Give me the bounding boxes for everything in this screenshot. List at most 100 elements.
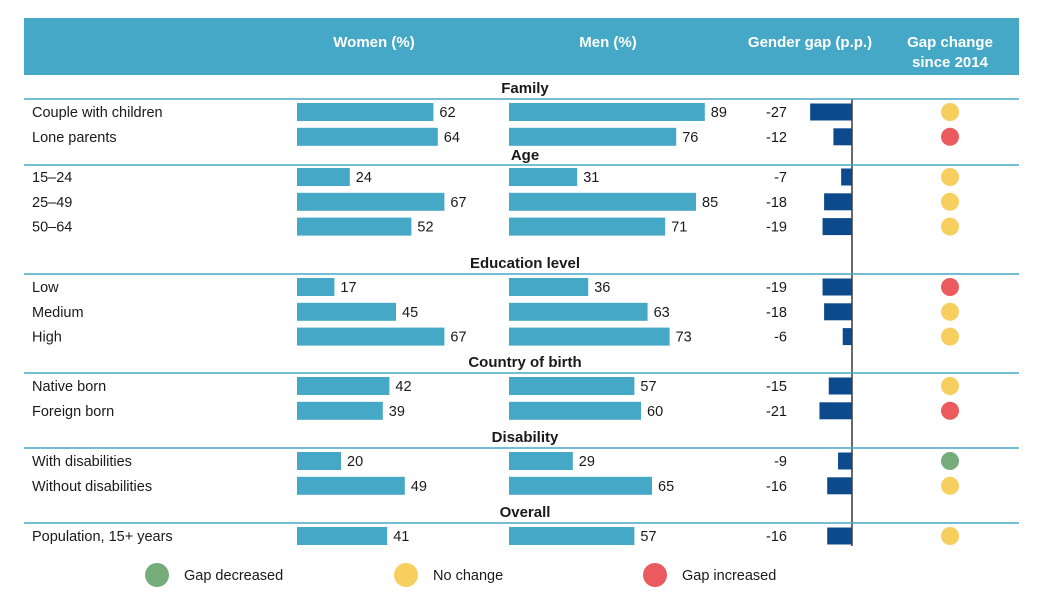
men-bar bbox=[509, 127, 677, 146]
gap-value: -19 bbox=[766, 280, 787, 296]
gap-value: -21 bbox=[766, 404, 787, 420]
women-value: 67 bbox=[450, 330, 466, 346]
gap-bar bbox=[827, 477, 852, 495]
header-gap: Gender gap (p.p.) bbox=[748, 34, 872, 51]
men-bar bbox=[509, 302, 648, 321]
row-label: Without disabilities bbox=[32, 479, 152, 495]
legend-dot bbox=[394, 563, 418, 587]
row-label: Foreign born bbox=[32, 404, 114, 420]
gap-value: -27 bbox=[766, 105, 787, 121]
row-label: Couple with children bbox=[32, 105, 163, 121]
men-value: 89 bbox=[711, 105, 727, 121]
gap-change-dot bbox=[941, 327, 959, 346]
header-change-line1: Gap change bbox=[907, 34, 993, 51]
men-bar bbox=[509, 103, 705, 121]
gap-bar bbox=[841, 168, 852, 186]
women-bar bbox=[297, 377, 390, 395]
gap-change-dot bbox=[941, 103, 959, 121]
men-value: 29 bbox=[579, 454, 595, 470]
gap-change-dot bbox=[941, 192, 959, 211]
men-bar bbox=[509, 192, 696, 211]
men-bar bbox=[509, 278, 589, 296]
legend-dot bbox=[145, 563, 169, 587]
women-value: 64 bbox=[444, 130, 460, 146]
gap-bar bbox=[842, 328, 852, 346]
gap-change-dot bbox=[941, 401, 959, 420]
gap-bar bbox=[824, 303, 852, 321]
gap-change-dot bbox=[941, 127, 959, 146]
gap-change-dot bbox=[941, 217, 959, 236]
group-title: Education level bbox=[470, 255, 580, 272]
women-bar bbox=[297, 476, 405, 495]
gap-change-dot bbox=[941, 168, 959, 186]
gap-bar bbox=[828, 377, 852, 395]
women-bar bbox=[297, 327, 445, 346]
header-change-line2: since 2014 bbox=[912, 54, 989, 71]
gap-bar bbox=[810, 103, 852, 121]
header-men: Men (%) bbox=[579, 34, 637, 51]
row-label: 50–64 bbox=[32, 220, 72, 236]
women-bar bbox=[297, 192, 445, 211]
women-bar bbox=[297, 103, 434, 121]
men-value: 31 bbox=[583, 170, 599, 186]
gap-bar bbox=[822, 218, 852, 236]
gap-bar bbox=[819, 402, 852, 420]
gap-change-dot bbox=[941, 476, 959, 495]
women-value: 41 bbox=[393, 529, 409, 545]
row-label: Lone parents bbox=[32, 130, 117, 146]
women-value: 45 bbox=[402, 305, 418, 321]
legend-label: Gap decreased bbox=[184, 568, 283, 584]
row-label: 25–49 bbox=[32, 195, 72, 211]
row-label: Low bbox=[32, 280, 59, 296]
women-bar bbox=[297, 527, 388, 545]
gap-change-dot bbox=[941, 452, 959, 470]
gap-change-dot bbox=[941, 302, 959, 321]
group-title: Overall bbox=[500, 504, 551, 521]
gap-bar bbox=[822, 278, 852, 296]
men-value: 63 bbox=[654, 305, 670, 321]
women-value: 62 bbox=[439, 105, 455, 121]
women-value: 52 bbox=[417, 220, 433, 236]
men-bar bbox=[509, 377, 635, 395]
row-label: Population, 15+ years bbox=[32, 529, 173, 545]
group-title: Country of birth bbox=[468, 354, 581, 371]
women-value: 67 bbox=[450, 195, 466, 211]
women-bar bbox=[297, 168, 350, 186]
men-bar bbox=[509, 217, 666, 236]
men-value: 60 bbox=[647, 404, 663, 420]
gap-value: -18 bbox=[766, 195, 787, 211]
gap-value: -16 bbox=[766, 529, 787, 545]
men-value: 57 bbox=[640, 529, 656, 545]
men-bar bbox=[509, 452, 573, 470]
gap-value: -12 bbox=[766, 130, 787, 146]
women-value: 39 bbox=[389, 404, 405, 420]
women-value: 24 bbox=[356, 170, 372, 186]
row-label: Native born bbox=[32, 379, 106, 395]
men-value: 85 bbox=[702, 195, 718, 211]
women-value: 42 bbox=[395, 379, 411, 395]
gap-bar bbox=[838, 452, 852, 470]
group-title: Age bbox=[511, 147, 539, 164]
legend-label: Gap increased bbox=[682, 568, 776, 584]
men-value: 36 bbox=[594, 280, 610, 296]
men-value: 57 bbox=[640, 379, 656, 395]
chart-body: Family Couple with children 62 89 -27 Lone pa… bbox=[24, 80, 1019, 587]
gap-bar bbox=[824, 193, 852, 211]
gap-value: -9 bbox=[774, 454, 787, 470]
gap-value: -15 bbox=[766, 379, 787, 395]
men-bar bbox=[509, 401, 641, 420]
gap-change-dot bbox=[941, 527, 959, 545]
row-label: With disabilities bbox=[32, 454, 132, 470]
legend-dot bbox=[643, 563, 667, 587]
women-bar bbox=[297, 127, 438, 146]
men-bar bbox=[509, 476, 652, 495]
women-bar bbox=[297, 401, 383, 420]
group-title: Disability bbox=[492, 429, 559, 446]
gap-value: -19 bbox=[766, 220, 787, 236]
men-value: 73 bbox=[676, 330, 692, 346]
gap-bar bbox=[833, 128, 852, 146]
row-label: 15–24 bbox=[32, 170, 72, 186]
gap-change-dot bbox=[941, 278, 959, 296]
gap-change-dot bbox=[941, 377, 959, 395]
